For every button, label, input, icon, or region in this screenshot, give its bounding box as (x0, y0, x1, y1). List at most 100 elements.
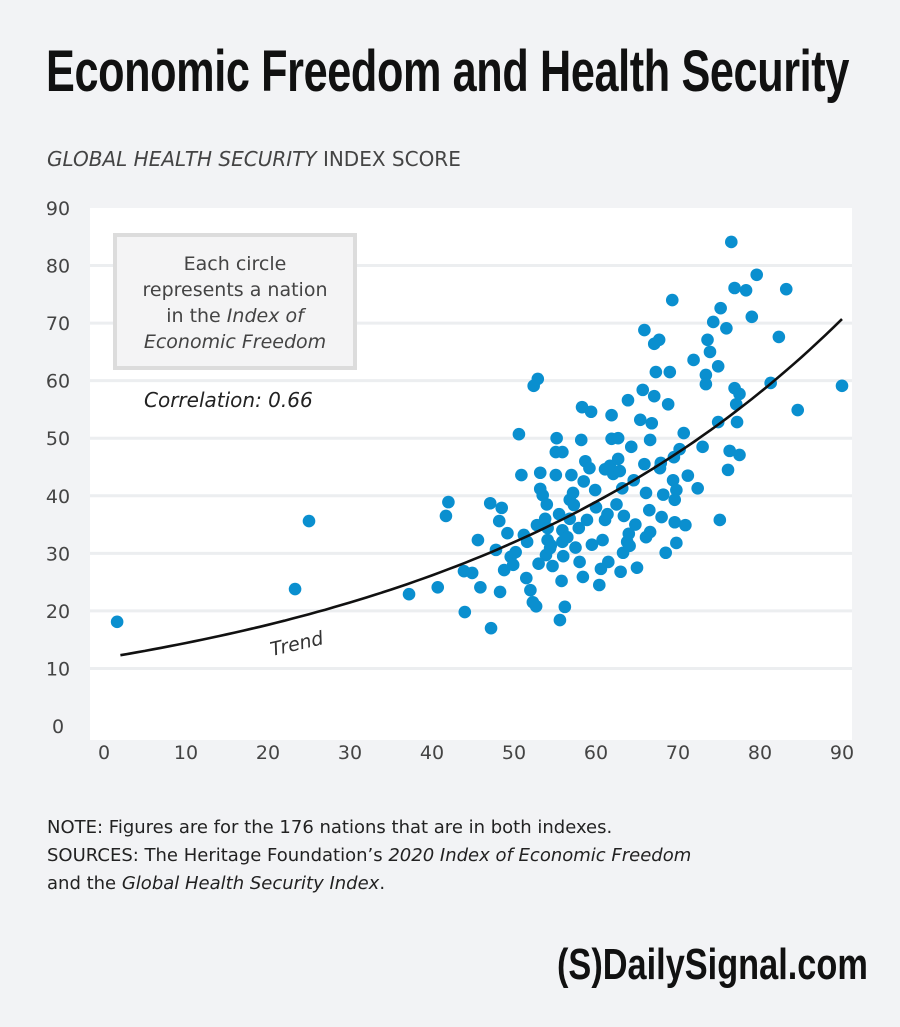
data-point (458, 605, 472, 619)
x-tick-label: 10 (174, 742, 198, 764)
data-point (532, 557, 545, 570)
data-point (501, 526, 514, 540)
data-point (714, 301, 727, 315)
data-point (730, 415, 744, 429)
y-tick-label: 20 (46, 601, 70, 623)
data-point (659, 546, 672, 560)
data-point (540, 498, 554, 511)
y-tick-label: 10 (46, 658, 70, 680)
chart-title: Economic Freedom and Health Security (46, 39, 849, 104)
data-point (588, 483, 602, 497)
data-point (558, 600, 572, 614)
data-point (622, 527, 636, 541)
y-tick-label: 70 (46, 313, 70, 335)
x-tick-label: 0 (98, 742, 110, 764)
data-point (492, 514, 506, 528)
data-point (703, 345, 717, 359)
data-point (713, 513, 727, 527)
data-point (721, 463, 735, 477)
data-point (580, 513, 594, 527)
data-point (567, 498, 581, 512)
data-point (442, 495, 455, 509)
data-point (647, 389, 661, 403)
data-point (621, 393, 635, 407)
data-point (668, 493, 682, 507)
x-tick-label: 20 (256, 742, 280, 764)
data-point (750, 268, 764, 282)
data-point (484, 621, 498, 635)
data-point (643, 525, 657, 539)
data-point (633, 413, 647, 427)
data-point (687, 353, 700, 367)
x-tick-label: 30 (338, 742, 362, 764)
data-point (531, 372, 545, 386)
data-point (520, 571, 533, 585)
data-point (611, 431, 625, 445)
data-point (696, 440, 709, 454)
data-point (779, 282, 793, 296)
data-point (288, 582, 302, 596)
trend-line (120, 318, 843, 657)
note-text: NOTE: Figures are for the 176 nations th… (47, 817, 613, 838)
data-point (617, 509, 631, 523)
data-point (592, 578, 606, 592)
data-point (706, 315, 720, 329)
data-point (576, 570, 590, 584)
x-tick-label: 90 (830, 742, 854, 764)
data-point (584, 405, 598, 419)
y-tick-label: 0 (52, 716, 64, 738)
data-point (663, 365, 677, 379)
data-point (739, 284, 753, 297)
data-point (666, 473, 680, 487)
sources-plain: SOURCES: The Heritage Foundation’s (47, 845, 389, 866)
data-point (638, 457, 651, 471)
data-point (483, 496, 497, 510)
data-point (639, 486, 653, 500)
y-tick-label: 60 (46, 371, 70, 393)
y-tick-label: 50 (46, 428, 70, 450)
data-point (509, 545, 522, 559)
data-point (402, 587, 416, 601)
and-plain: and the (47, 873, 122, 894)
data-point (699, 368, 713, 382)
legend-line-1: Each circle (184, 253, 287, 275)
data-point (638, 323, 651, 337)
data-point (543, 541, 557, 555)
legend-box: Each circle represents a nation in the I… (113, 233, 357, 370)
data-point (602, 555, 615, 569)
x-tick-label: 40 (420, 742, 444, 764)
data-point (439, 509, 453, 523)
data-point (549, 468, 563, 482)
data-point (110, 615, 124, 629)
data-point (652, 333, 666, 347)
y-tick-labels: 0 10 20 30 40 50 60 70 80 90 (46, 198, 70, 738)
data-point (733, 387, 746, 401)
data-point (772, 330, 786, 344)
data-point (529, 599, 543, 613)
legend-line-2: represents a nation (142, 279, 327, 301)
data-point (623, 539, 636, 553)
data-point (668, 515, 682, 529)
data-point (524, 583, 537, 597)
data-point (665, 293, 679, 307)
data-point (495, 501, 509, 515)
data-point (691, 481, 704, 495)
legend-line-3-plain: in the (166, 305, 227, 327)
data-point (643, 503, 656, 517)
data-point (471, 533, 485, 547)
data-point (556, 445, 569, 459)
data-point (614, 565, 627, 579)
data-point (629, 518, 642, 531)
data-point (611, 452, 625, 466)
data-point (552, 507, 566, 521)
data-point (699, 377, 713, 391)
data-point (569, 541, 582, 554)
legend-line-3: in the Index of (166, 305, 307, 327)
data-point (835, 379, 849, 393)
sources-italic: 2020 Index of Economic Freedom (388, 845, 692, 866)
data-point (624, 440, 638, 454)
data-point (574, 433, 588, 447)
data-point (561, 530, 574, 544)
data-point (512, 427, 526, 441)
